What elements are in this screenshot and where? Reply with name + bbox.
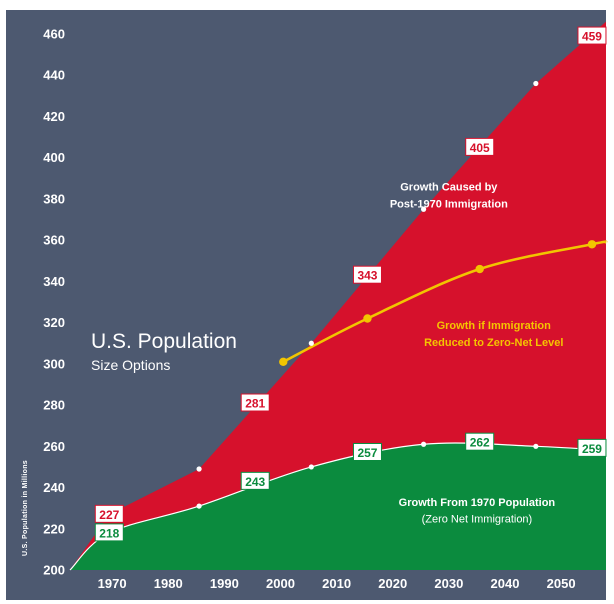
data-label-text: 243 bbox=[245, 475, 265, 489]
data-label-text: 257 bbox=[357, 446, 377, 460]
x-tick-label: 2000 bbox=[266, 576, 295, 591]
y-axis-label: U.S. Population in Millions bbox=[22, 460, 29, 556]
data-label-text: 259 bbox=[582, 442, 602, 456]
series-line-zero-net bbox=[282, 240, 608, 363]
series-point-immigration bbox=[533, 80, 539, 87]
data-label-text: 405 bbox=[470, 141, 490, 155]
data-label-box bbox=[240, 393, 270, 412]
data-label: 259 bbox=[577, 438, 607, 457]
data-label: 243 bbox=[240, 471, 270, 490]
chart-title: U.S. Population bbox=[91, 330, 237, 353]
series-point-zero-net bbox=[475, 264, 484, 274]
y-tick-label: 280 bbox=[43, 398, 65, 413]
series-area-1970-population bbox=[70, 442, 606, 570]
data-label: 281 bbox=[240, 393, 270, 412]
y-tick-label: 260 bbox=[43, 439, 65, 454]
series-point-immigration bbox=[196, 466, 202, 472]
data-label: 257 bbox=[352, 442, 382, 461]
y-tick-label: 400 bbox=[43, 150, 65, 165]
series-point-1970-population bbox=[196, 503, 202, 509]
data-label-text: 459 bbox=[582, 30, 602, 44]
data-label-text: 343 bbox=[357, 269, 377, 283]
annotation-text: Post-1970 Immigration bbox=[390, 199, 508, 211]
data-label-box bbox=[94, 523, 124, 542]
y-tick-label: 440 bbox=[43, 68, 65, 83]
data-label-box bbox=[94, 504, 124, 523]
series-point-zero-net bbox=[363, 314, 372, 323]
x-tick-label: 2010 bbox=[322, 576, 351, 591]
chart-subtitle: Size Options bbox=[91, 357, 170, 373]
series-point-zero-net bbox=[587, 240, 597, 249]
data-label-box bbox=[465, 137, 495, 156]
annotation-text: Growth Caused by bbox=[400, 182, 498, 194]
x-tick-label: 2030 bbox=[434, 576, 463, 591]
y-tick-label: 320 bbox=[43, 315, 65, 330]
y-tick-label: 340 bbox=[43, 274, 65, 289]
x-tick-label: 1980 bbox=[154, 576, 183, 591]
y-tick-label: 380 bbox=[43, 191, 65, 206]
annotation-text: Growth From 1970 Population bbox=[399, 497, 556, 509]
data-label-box bbox=[240, 471, 270, 490]
data-label: 227 bbox=[94, 504, 124, 523]
data-label: 459 bbox=[577, 26, 607, 45]
x-tick-label: 1990 bbox=[210, 576, 239, 591]
annotation-text: (Zero Net Immigration) bbox=[422, 514, 533, 526]
y-tick-label: 420 bbox=[43, 109, 65, 124]
series-point-1970-population bbox=[533, 443, 539, 449]
data-label-text: 218 bbox=[99, 526, 119, 540]
x-tick-label: 2020 bbox=[378, 576, 407, 591]
series-point-1970-population bbox=[420, 441, 427, 447]
x-tick-label: 1970 bbox=[98, 576, 127, 591]
data-label-text: 262 bbox=[470, 436, 490, 450]
x-tick-label: 2050 bbox=[547, 576, 576, 591]
annotations-layer: Growth Caused by Post-1970 Immigration Gro… bbox=[390, 182, 564, 526]
series-point-immigration bbox=[308, 340, 314, 346]
data-labels-layer: 227 281 343 405 459 218 243 257 262 259 bbox=[94, 26, 607, 542]
data-label-box bbox=[352, 442, 382, 461]
data-label: 405 bbox=[465, 137, 495, 156]
y-tick-label: 240 bbox=[43, 480, 65, 495]
data-label-text: 281 bbox=[245, 397, 265, 411]
data-label-text: 227 bbox=[99, 508, 119, 522]
y-axis-ticks: 200 220 240 260 280 300 320 340 360 380 400 420 440 4… bbox=[43, 27, 65, 578]
series-point-1970-population bbox=[308, 464, 314, 470]
x-tick-label: 2040 bbox=[491, 576, 520, 591]
series-point-zero-net bbox=[279, 357, 288, 366]
y-tick-label: 300 bbox=[43, 356, 65, 371]
data-label-box bbox=[465, 432, 495, 451]
annotation-text: Reduced to Zero-Net Level bbox=[424, 337, 563, 349]
data-label-box bbox=[352, 265, 382, 284]
series-point-immigration bbox=[420, 206, 427, 212]
y-tick-label: 360 bbox=[43, 233, 65, 248]
y-tick-label: 220 bbox=[43, 521, 65, 536]
data-label-box bbox=[577, 26, 607, 45]
data-label: 218 bbox=[94, 523, 124, 542]
x-axis-ticks: 1970 1980 1990 2000 2010 2020 2030 2040 2050 bbox=[98, 576, 576, 591]
data-label: 262 bbox=[465, 432, 495, 451]
annotation-text: Growth if Immigration bbox=[437, 320, 552, 332]
y-tick-label: 460 bbox=[43, 27, 65, 42]
data-label: 343 bbox=[352, 265, 382, 284]
data-label-box bbox=[577, 438, 607, 457]
y-tick-label: 200 bbox=[43, 563, 65, 578]
